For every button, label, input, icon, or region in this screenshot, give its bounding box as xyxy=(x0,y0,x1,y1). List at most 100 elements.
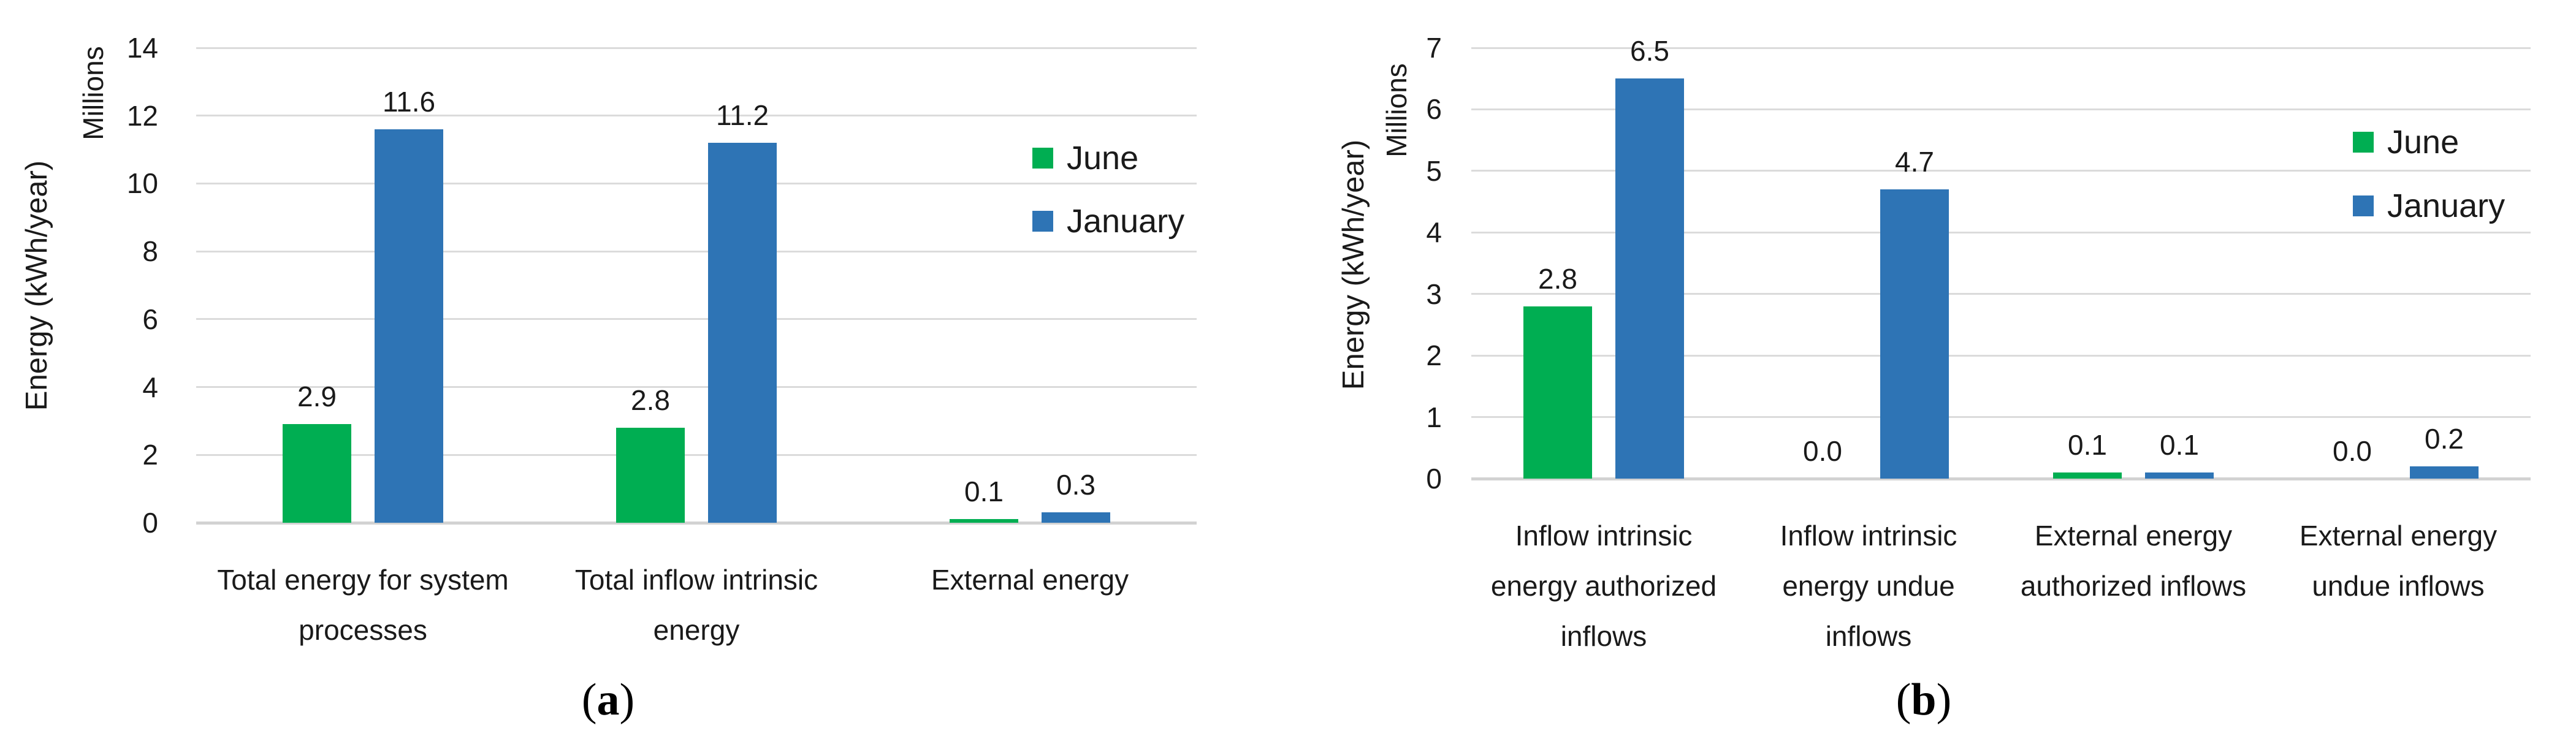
legend-swatch-june xyxy=(1032,148,1053,169)
y-axis-title: Energy (kWh/year) xyxy=(20,160,53,411)
bar-january-3 xyxy=(2145,472,2214,479)
category-label-1: Total energy for system processes xyxy=(191,555,535,656)
legend-swatch-january xyxy=(2353,195,2374,216)
category-label-line: energy xyxy=(653,613,740,646)
gridline xyxy=(196,453,1197,456)
value-label-january-2: 11.2 xyxy=(715,99,769,131)
caption-a-letter: a xyxy=(596,675,620,725)
value-label-june-1: 2.8 xyxy=(1538,263,1577,295)
gridline xyxy=(196,182,1197,184)
caption-b-letter: b xyxy=(1911,675,1937,725)
legend-label-june: June xyxy=(1067,140,1139,176)
bar-january-2 xyxy=(1880,189,1949,479)
bar-january-1 xyxy=(1615,78,1684,479)
y-tick-label: 4 xyxy=(142,371,158,403)
gridline xyxy=(196,47,1197,49)
value-label-january-4: 0.2 xyxy=(2425,423,2464,455)
gridline xyxy=(196,318,1197,321)
gridline xyxy=(1471,231,2531,233)
y-tick-label: 4 xyxy=(1426,216,1442,249)
value-label-january-3: 0.3 xyxy=(1056,469,1096,501)
legend-label-june: June xyxy=(2387,124,2460,161)
legend-item-june: June xyxy=(1032,138,1138,178)
category-label-line: energy authorized xyxy=(1490,569,1717,602)
category-label-3: External energy xyxy=(858,555,1202,605)
category-label-2: Total inflow intrinsic energy xyxy=(525,555,868,656)
category-label-4: External energy undue inflows xyxy=(2266,511,2530,612)
category-label-line: External energy xyxy=(931,564,1129,596)
y-tick-label: 2 xyxy=(1426,340,1442,372)
gridline xyxy=(1471,47,2531,49)
category-label-line: undue inflows xyxy=(2312,569,2485,602)
bar-june-3 xyxy=(2053,472,2122,479)
bar-january-2 xyxy=(708,143,777,523)
bar-january-3 xyxy=(1042,512,1110,523)
y-axis-units-label: Millions xyxy=(1381,63,1412,157)
legend-label-january: January xyxy=(1067,203,1185,240)
y-tick-label: 2 xyxy=(142,439,158,471)
caption-a: (a) xyxy=(582,674,634,726)
category-label-line: External energy xyxy=(2299,520,2498,552)
bar-june-1 xyxy=(283,424,351,523)
category-label-line: Total energy for system xyxy=(217,564,509,596)
y-tick-label: 5 xyxy=(1426,154,1442,187)
category-label-line: processes xyxy=(299,613,427,646)
category-label-2: Inflow intrinsic energy undue inflows xyxy=(1737,511,2000,662)
y-tick-label: 1 xyxy=(1426,401,1442,433)
gridline xyxy=(1471,170,2531,172)
category-label-line: inflows xyxy=(1825,620,1912,652)
value-label-june-2: 0.0 xyxy=(1803,435,1842,467)
gridline xyxy=(1471,293,2531,295)
legend-item-january: January xyxy=(1032,202,1184,241)
value-label-january-2: 4.7 xyxy=(1895,146,1934,178)
legend-item-january: January xyxy=(2353,186,2505,226)
y-tick-label: 14 xyxy=(126,32,158,64)
legend-swatch-january xyxy=(1032,211,1053,232)
value-label-january-3: 0.1 xyxy=(2160,429,2199,461)
value-label-january-1: 6.5 xyxy=(1630,35,1669,67)
category-label-line: inflows xyxy=(1560,620,1647,652)
y-tick-label: 3 xyxy=(1426,278,1442,310)
y-tick-label: 12 xyxy=(126,99,158,132)
category-label-3: External energy authorized inflows xyxy=(2002,511,2265,612)
bar-june-2 xyxy=(616,428,685,523)
y-axis-title: Energy (kWh/year) xyxy=(1337,139,1370,390)
category-label-line: authorized inflows xyxy=(2020,569,2247,602)
gridline xyxy=(1471,108,2531,110)
category-label-line: Inflow intrinsic xyxy=(1515,520,1693,552)
caption-b: (b) xyxy=(1896,674,1951,726)
value-label-june-3: 0.1 xyxy=(964,476,1004,507)
x-axis-baseline xyxy=(1471,477,2531,480)
legend-item-june: June xyxy=(2353,123,2459,162)
y-tick-label: 6 xyxy=(142,303,158,335)
category-label-1: Inflow intrinsic energy authorized inflows xyxy=(1472,511,1736,662)
category-label-line: energy undue xyxy=(1782,569,1955,602)
y-tick-label: 10 xyxy=(126,167,158,200)
gridline xyxy=(196,250,1197,252)
bar-january-1 xyxy=(375,129,443,523)
y-tick-label: 6 xyxy=(1426,93,1442,126)
value-label-june-3: 0.1 xyxy=(2068,429,2107,461)
bar-january-4 xyxy=(2410,466,2479,479)
caption-b-close: ) xyxy=(1936,675,1952,725)
value-label-june-4: 0.0 xyxy=(2333,435,2372,467)
y-axis-units-label: Millions xyxy=(77,46,109,140)
value-label-june-2: 2.8 xyxy=(631,384,670,416)
legend-label-january: January xyxy=(2387,188,2506,224)
y-tick-label: 0 xyxy=(142,507,158,539)
caption-a-close: ) xyxy=(619,675,635,725)
category-label-line: External energy xyxy=(2034,520,2233,552)
gridline xyxy=(1471,416,2531,419)
value-label-january-1: 11.6 xyxy=(382,86,436,118)
caption-a-open: ( xyxy=(581,675,597,725)
y-tick-label: 0 xyxy=(1426,463,1442,495)
y-tick-label: 8 xyxy=(142,235,158,268)
caption-b-open: ( xyxy=(1896,675,1911,725)
x-axis-baseline xyxy=(196,522,1197,525)
bar-june-1 xyxy=(1523,306,1592,479)
bar-june-3 xyxy=(950,519,1018,523)
gridline xyxy=(196,386,1197,389)
category-label-line: Total inflow intrinsic xyxy=(574,564,818,596)
gridline xyxy=(196,115,1197,117)
